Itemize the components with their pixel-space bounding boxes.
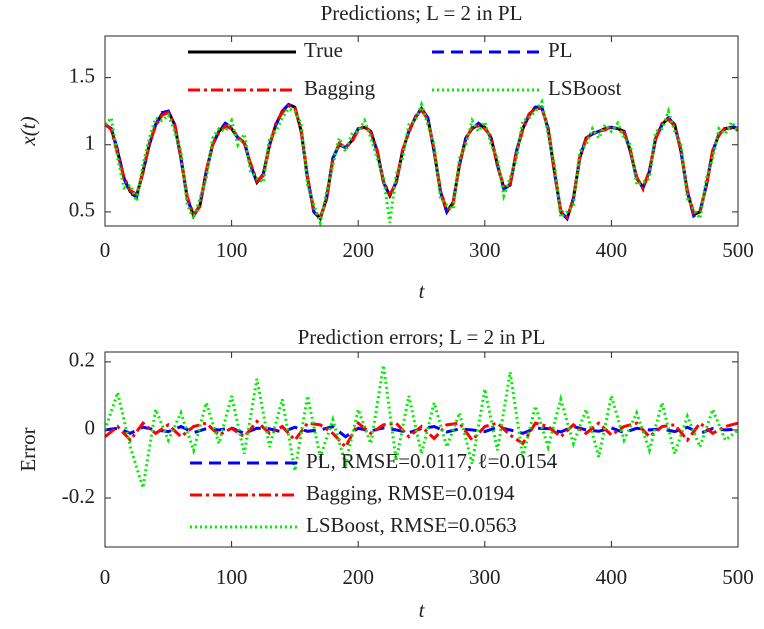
series-line (105, 97, 738, 226)
legend-label: PL (548, 38, 573, 62)
chart-title: Prediction errors; L = 2 in PL (298, 325, 546, 349)
series-line (105, 365, 738, 489)
x-tick-label: 0 (100, 565, 111, 589)
y-tick-label: 1.5 (69, 63, 95, 87)
x-axis-label: t (419, 279, 426, 303)
y-tick-label: 0 (85, 416, 96, 440)
series-line (105, 419, 738, 450)
chart-title: Predictions; L = 2 in PL (321, 1, 523, 25)
plot-area (105, 97, 738, 226)
axes-box (104, 35, 739, 227)
axes-box (104, 351, 739, 548)
x-tick-label: 100 (216, 238, 248, 262)
legend-label: PL, RMSE=0.0117, ℓ=0.0154 (306, 449, 558, 473)
x-tick-label: 300 (469, 238, 501, 262)
x-tick-label: 200 (342, 238, 374, 262)
y-tick-label: -0.2 (62, 484, 95, 508)
y-axis-label: x(t) (16, 116, 40, 146)
series-line (105, 424, 738, 439)
y-axis-label: Error (16, 427, 40, 471)
x-tick-label: 400 (596, 238, 628, 262)
legend-label: Bagging (304, 76, 376, 100)
x-tick-label: 500 (722, 238, 754, 262)
x-tick-label: 500 (722, 565, 754, 589)
legend-label: LSBoost (548, 76, 622, 100)
x-axis-label: t (419, 598, 426, 622)
plot-area (105, 365, 738, 489)
legend-label: True (304, 38, 343, 62)
x-tick-label: 0 (100, 238, 111, 262)
legend-label: Bagging, RMSE=0.0194 (306, 481, 515, 505)
x-tick-label: 300 (469, 565, 501, 589)
x-tick-label: 100 (216, 565, 248, 589)
x-tick-label: 200 (342, 565, 374, 589)
y-tick-label: 1 (85, 131, 96, 155)
y-tick-label: 0.5 (69, 198, 95, 222)
x-tick-label: 400 (596, 565, 628, 589)
y-tick-label: 0.2 (69, 348, 95, 372)
legend-label: LSBoost, RMSE=0.0563 (306, 513, 517, 537)
